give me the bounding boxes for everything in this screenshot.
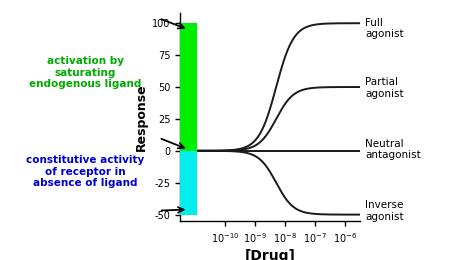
Text: Inverse
agonist: Inverse agonist [365, 200, 403, 222]
Text: constitutive activity
of receptor in
absence of ligand: constitutive activity of receptor in abs… [26, 155, 145, 188]
Text: Neutral
antagonist: Neutral antagonist [365, 139, 421, 160]
Bar [180, 23, 197, 151]
Text: Partial
agonist: Partial agonist [365, 77, 403, 99]
Text: Full
agonist: Full agonist [365, 17, 403, 39]
X-axis label: [Drug]: [Drug] [245, 249, 296, 260]
Y-axis label: Response: Response [135, 83, 148, 151]
Bar [180, 151, 197, 214]
Text: activation by
saturating
endogenous ligand: activation by saturating endogenous liga… [29, 56, 142, 89]
